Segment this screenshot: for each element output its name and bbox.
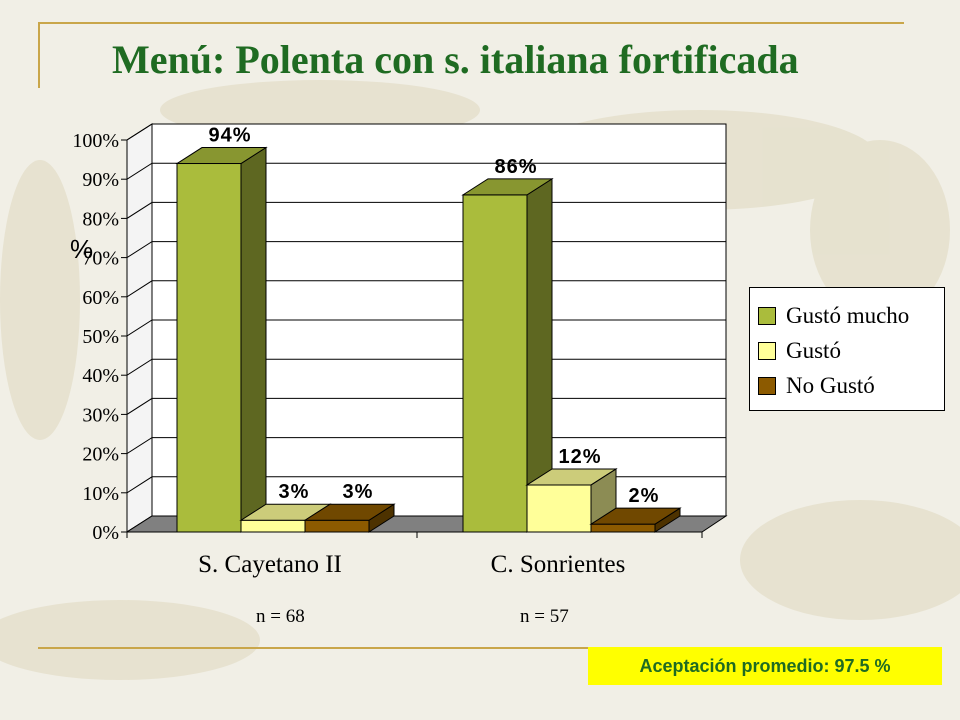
bar-top xyxy=(303,503,396,521)
acceptance-banner: Aceptación promedio: 97.5 % xyxy=(588,647,942,685)
legend-swatch-gusto-mucho xyxy=(758,306,776,325)
y-tick-label: 60% xyxy=(82,287,119,309)
legend-label-gusto-mucho: Gustó mucho xyxy=(786,302,910,328)
bar-data-label: 3% xyxy=(279,481,310,503)
legend-label-gusto: Gustó xyxy=(786,337,841,363)
y-axis-title: % xyxy=(70,234,93,264)
bottom-rule xyxy=(38,647,942,649)
y-tick-label: 10% xyxy=(82,483,119,505)
y-tick-label: 20% xyxy=(82,444,119,466)
chart-legend: Gustó mucho Gustó No Gustó xyxy=(749,287,945,411)
bar-front xyxy=(240,519,306,533)
y-tick-label: 100% xyxy=(72,130,119,152)
bar-top xyxy=(461,178,554,196)
bar-top xyxy=(175,147,268,165)
legend-label-no-gusto: No Gustó xyxy=(786,372,875,398)
y-tick-label: 50% xyxy=(82,326,119,348)
y-tick-label: 40% xyxy=(82,365,119,387)
top-rule-vertical xyxy=(38,22,40,88)
slide-title: Menú: Polenta con s. italiana fortificad… xyxy=(112,37,799,82)
bar-data-label: 94% xyxy=(208,125,251,147)
top-rule xyxy=(38,22,904,24)
y-tick-label: 30% xyxy=(82,404,119,426)
legend-item-gusto: Gustó xyxy=(758,333,944,368)
sample-size-1: n = 68 xyxy=(256,606,305,627)
x-category-label: C. Sonrientes xyxy=(491,551,626,578)
y-tick-label: 80% xyxy=(82,208,119,230)
bar-top xyxy=(589,507,682,525)
bar-data-label: 2% xyxy=(629,485,660,507)
bar-front xyxy=(304,519,370,533)
bar-data-label: 12% xyxy=(558,446,601,468)
y-tick-label: 70% xyxy=(82,248,119,270)
bar-front xyxy=(590,523,656,533)
legend-item-no-gusto: No Gustó xyxy=(758,368,944,403)
y-tick-label: 90% xyxy=(82,169,119,191)
legend-swatch-gusto xyxy=(758,341,776,360)
bar-front xyxy=(176,163,242,533)
sample-size-2: n = 57 xyxy=(520,606,569,627)
bar-side xyxy=(240,146,267,533)
legend-item-gusto-mucho: Gustó mucho xyxy=(758,298,944,333)
y-tick-label: 0% xyxy=(92,522,119,544)
legend-swatch-no-gusto xyxy=(758,376,776,395)
bar-front xyxy=(526,484,592,533)
bar-data-label: 86% xyxy=(494,156,537,178)
x-category-label: S. Cayetano II xyxy=(198,551,342,578)
bar-top xyxy=(525,468,618,486)
bar-data-label: 3% xyxy=(343,481,374,503)
bar-front xyxy=(462,194,528,533)
